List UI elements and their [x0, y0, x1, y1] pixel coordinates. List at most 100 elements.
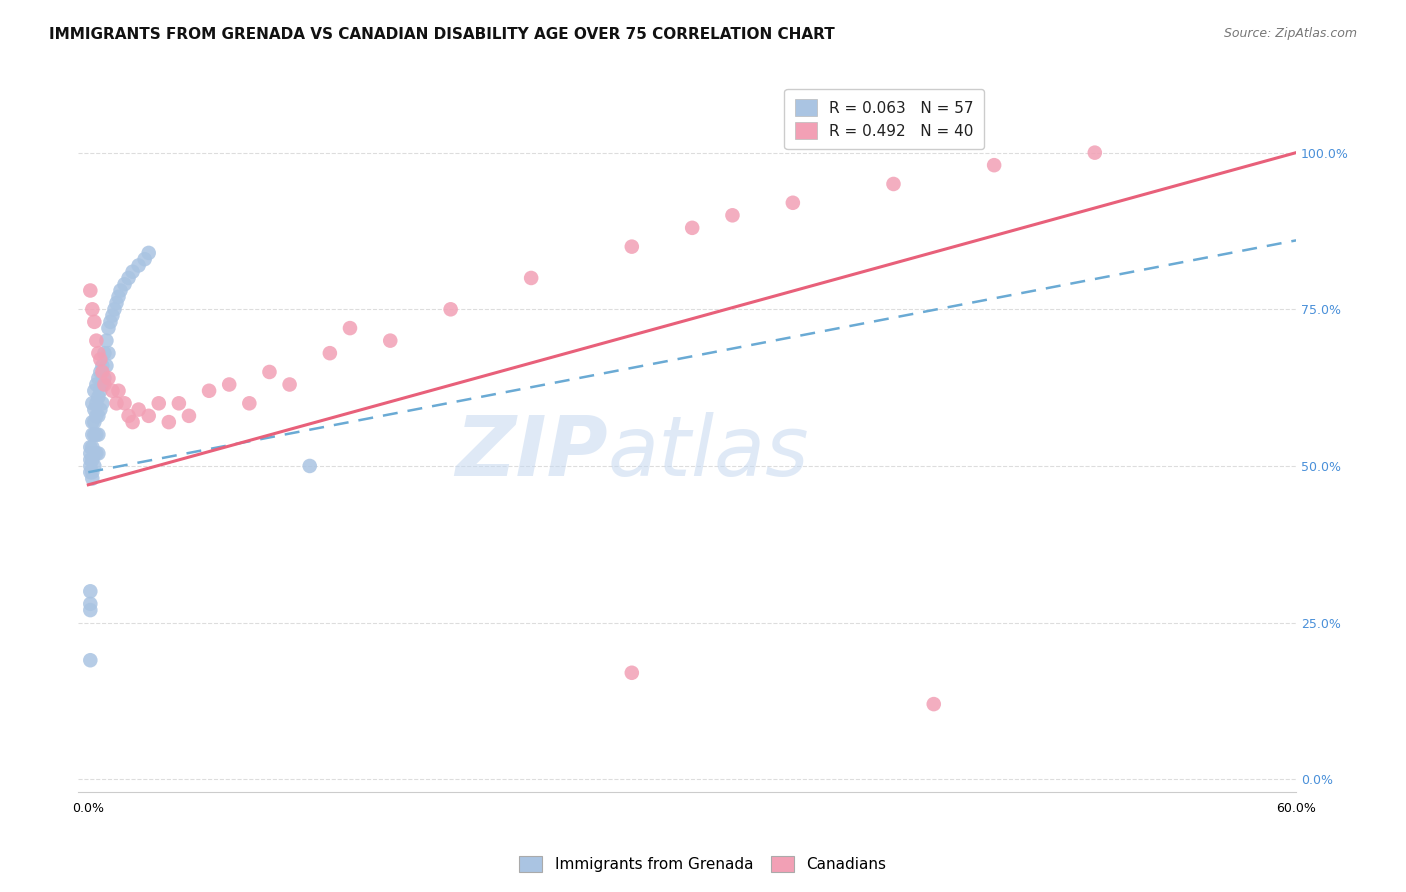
Point	[83, 427, 105, 442]
Point	[91, 396, 114, 410]
Point	[79, 603, 101, 617]
Point	[138, 246, 160, 260]
Point	[339, 321, 361, 335]
Point	[82, 471, 104, 485]
Point	[107, 290, 129, 304]
Point	[238, 396, 260, 410]
Point	[882, 177, 904, 191]
Point	[298, 458, 321, 473]
Point	[91, 365, 114, 379]
Point	[86, 446, 108, 460]
Point	[86, 377, 108, 392]
Text: ZIP: ZIP	[456, 412, 607, 493]
Point	[79, 458, 101, 473]
Point	[82, 427, 104, 442]
Point	[167, 396, 190, 410]
Point	[79, 452, 101, 467]
Point	[79, 284, 101, 298]
Point	[983, 158, 1005, 172]
Point	[148, 396, 170, 410]
Point	[922, 697, 945, 711]
Point	[620, 240, 643, 254]
Point	[86, 396, 108, 410]
Point	[86, 427, 108, 442]
Point	[86, 409, 108, 423]
Point	[97, 371, 120, 385]
Point	[79, 465, 101, 479]
Point	[128, 259, 150, 273]
Point	[91, 377, 114, 392]
Point	[157, 415, 180, 429]
Point	[79, 653, 101, 667]
Point	[177, 409, 200, 423]
Point	[97, 321, 120, 335]
Point	[278, 377, 301, 392]
Point	[82, 440, 104, 454]
Point	[82, 302, 104, 317]
Point	[82, 415, 104, 429]
Text: atlas: atlas	[607, 412, 810, 493]
Point	[87, 371, 110, 385]
Point	[380, 334, 402, 348]
Point	[107, 384, 129, 398]
Point	[83, 402, 105, 417]
Point	[121, 265, 143, 279]
Point	[83, 315, 105, 329]
Point	[1084, 145, 1107, 160]
Point	[93, 377, 115, 392]
Point	[83, 458, 105, 473]
Point	[681, 220, 703, 235]
Point	[100, 315, 122, 329]
Point	[82, 452, 104, 467]
Point	[117, 409, 139, 423]
Point	[138, 409, 160, 423]
Point	[83, 446, 105, 460]
Point	[83, 415, 105, 429]
Point	[218, 377, 240, 392]
Point	[97, 346, 120, 360]
Point	[79, 440, 101, 454]
Point	[721, 208, 744, 222]
Point	[87, 346, 110, 360]
Point	[89, 352, 111, 367]
Point	[96, 334, 118, 348]
Point	[128, 402, 150, 417]
Point	[259, 365, 281, 379]
Point	[93, 371, 115, 385]
Point	[87, 427, 110, 442]
Point	[87, 446, 110, 460]
Point	[79, 584, 101, 599]
Point	[79, 446, 101, 460]
Point	[105, 396, 128, 410]
Point	[101, 309, 124, 323]
Point	[89, 365, 111, 379]
Point	[114, 396, 136, 410]
Point	[86, 334, 108, 348]
Point	[87, 409, 110, 423]
Text: Source: ZipAtlas.com: Source: ZipAtlas.com	[1223, 27, 1357, 40]
Point	[93, 346, 115, 360]
Point	[83, 384, 105, 398]
Point	[198, 384, 221, 398]
Point	[440, 302, 463, 317]
Legend: Immigrants from Grenada, Canadians: Immigrants from Grenada, Canadians	[512, 848, 894, 880]
Point	[89, 402, 111, 417]
Point	[620, 665, 643, 680]
Text: IMMIGRANTS FROM GRENADA VS CANADIAN DISABILITY AGE OVER 75 CORRELATION CHART: IMMIGRANTS FROM GRENADA VS CANADIAN DISA…	[49, 27, 835, 42]
Point	[117, 271, 139, 285]
Point	[110, 284, 132, 298]
Point	[103, 302, 125, 317]
Point	[79, 597, 101, 611]
Point	[105, 296, 128, 310]
Point	[121, 415, 143, 429]
Point	[91, 359, 114, 373]
Point	[101, 384, 124, 398]
Legend: R = 0.063   N = 57, R = 0.492   N = 40: R = 0.063 N = 57, R = 0.492 N = 40	[785, 88, 984, 150]
Point	[82, 465, 104, 479]
Point	[87, 390, 110, 404]
Point	[319, 346, 342, 360]
Point	[96, 359, 118, 373]
Point	[520, 271, 543, 285]
Point	[89, 384, 111, 398]
Point	[114, 277, 136, 292]
